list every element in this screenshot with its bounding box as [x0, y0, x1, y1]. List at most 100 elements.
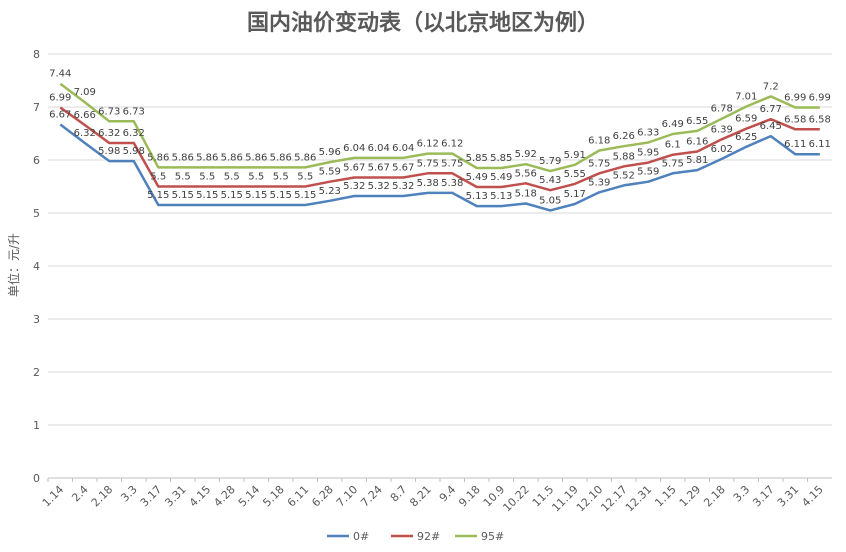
data-label: 5.32 — [343, 181, 365, 192]
data-label: 6.55 — [686, 116, 708, 127]
data-label: 6.04 — [392, 143, 414, 154]
x-tick-label: 3.3 — [731, 483, 753, 505]
data-label: 6.45 — [760, 121, 782, 132]
y-tick-labels: 0 1 2 3 4 5 6 7 8 — [33, 48, 40, 485]
x-tick-label: 6.28 — [309, 483, 336, 510]
x-tick-label: 6.11 — [285, 483, 312, 510]
data-label: 5.86 — [245, 152, 267, 163]
x-tick-label: 3.31 — [162, 483, 189, 510]
data-label: 5.98 — [98, 146, 120, 157]
data-label: 7.2 — [763, 81, 779, 92]
data-label: 6.12 — [441, 139, 463, 150]
data-label: 5.86 — [270, 152, 292, 163]
legend: 0# 92# 95# — [327, 530, 504, 543]
data-label: 5.59 — [637, 167, 659, 178]
x-tick-label: 1.29 — [677, 483, 704, 510]
series-line-0 — [59, 123, 820, 212]
y-tick-label: 4 — [33, 260, 40, 273]
data-label: 5.55 — [564, 169, 586, 180]
data-label: 6.99 — [784, 93, 806, 104]
legend-label: 95# — [481, 530, 504, 543]
data-label: 5.86 — [294, 152, 316, 163]
x-tick-label: 4.15 — [187, 483, 214, 510]
x-tick-label: 3.17 — [138, 483, 165, 510]
data-label: 5.5 — [199, 172, 215, 183]
data-label: 5.5 — [248, 172, 264, 183]
data-label: 5.49 — [466, 172, 488, 183]
x-tick-label: 4.28 — [211, 483, 238, 510]
x-tick-label: 1.14 — [40, 483, 67, 510]
x-tick-label: 8.7 — [388, 483, 410, 505]
data-label: 6.99 — [49, 93, 71, 104]
data-label: 5.5 — [150, 172, 166, 183]
data-label: 5.15 — [172, 190, 194, 201]
x-tick-label: 5.14 — [236, 483, 263, 510]
data-label: 6.1 — [665, 140, 681, 151]
data-label: 6.04 — [368, 143, 390, 154]
data-label: 5.88 — [613, 151, 635, 162]
data-label: 6.11 — [809, 139, 831, 150]
data-label: 5.59 — [319, 167, 341, 178]
series-line-2 — [59, 82, 820, 173]
data-label: 6.59 — [735, 114, 757, 125]
data-label: 5.32 — [368, 181, 390, 192]
data-label: 5.85 — [466, 153, 488, 164]
data-label: 6.49 — [662, 119, 684, 130]
y-tick-label: 6 — [33, 154, 40, 167]
data-label: 5.15 — [147, 190, 169, 201]
data-label: 5.15 — [294, 190, 316, 201]
data-label: 5.86 — [147, 152, 169, 163]
data-label: 5.05 — [539, 195, 561, 206]
data-labels: 6.676.325.98 5.985.15 5.15 5.15 5.15 5.15 5.15… — [49, 69, 831, 207]
data-label: 5.67 — [392, 162, 414, 173]
y-tick-label: 7 — [33, 101, 40, 114]
x-tick-label: 9.4 — [437, 483, 459, 505]
data-label: 6.12 — [417, 139, 439, 150]
data-label: 5.52 — [613, 170, 635, 181]
x-tick-label: 5.18 — [260, 483, 287, 510]
x-tick-label: 12.10 — [574, 483, 605, 514]
data-label: 6.78 — [711, 104, 733, 115]
data-label: 5.13 — [490, 191, 512, 202]
data-label: 5.32 — [392, 181, 414, 192]
data-label: 5.75 — [417, 158, 439, 169]
data-label: 5.98 — [123, 146, 145, 157]
x-tick-labels: 1.14 2.42.18 3.33.173.314.154.285.145.186.… — [40, 478, 826, 514]
data-label: 6.66 — [74, 110, 96, 121]
x-tick-label: 8.21 — [407, 483, 434, 510]
data-label: 5.86 — [172, 152, 194, 163]
data-label: 5.92 — [515, 149, 537, 160]
data-label: 5.95 — [637, 148, 659, 159]
x-tick-label: 4.15 — [799, 483, 826, 510]
data-label: 6.39 — [711, 124, 733, 135]
data-label: 5.15 — [196, 190, 218, 201]
data-label: 6.73 — [123, 106, 145, 117]
y-tick-label: 5 — [33, 207, 40, 220]
data-label: 5.23 — [319, 186, 341, 197]
data-label: 5.15 — [221, 190, 243, 201]
data-label: 5.67 — [368, 162, 390, 173]
data-label: 6.32 — [98, 128, 120, 139]
x-tick-label: 2.18 — [89, 483, 116, 510]
data-label: 5.49 — [490, 172, 512, 183]
data-label: 5.18 — [515, 188, 537, 199]
x-tick-label: 3.17 — [750, 483, 777, 510]
data-label: 6.58 — [809, 114, 831, 125]
data-label: 5.38 — [417, 178, 439, 189]
x-tick-label: 1.15 — [652, 483, 679, 510]
data-label: 5.67 — [343, 162, 365, 173]
data-label: 6.99 — [809, 93, 831, 104]
y-tick-label: 2 — [33, 366, 40, 379]
data-label: 5.86 — [196, 152, 218, 163]
x-tick-label: 3.31 — [775, 483, 802, 510]
data-label: 6.33 — [637, 128, 659, 139]
data-label: 7.01 — [735, 91, 757, 102]
data-label: 6.04 — [343, 143, 365, 154]
chart-title: 国内油价变动表（以北京地区为例） — [247, 10, 599, 36]
data-label: 5.86 — [221, 152, 243, 163]
data-label: 6.77 — [760, 104, 782, 115]
data-label: 5.79 — [539, 156, 561, 167]
x-tick-label: 7.10 — [334, 483, 361, 510]
